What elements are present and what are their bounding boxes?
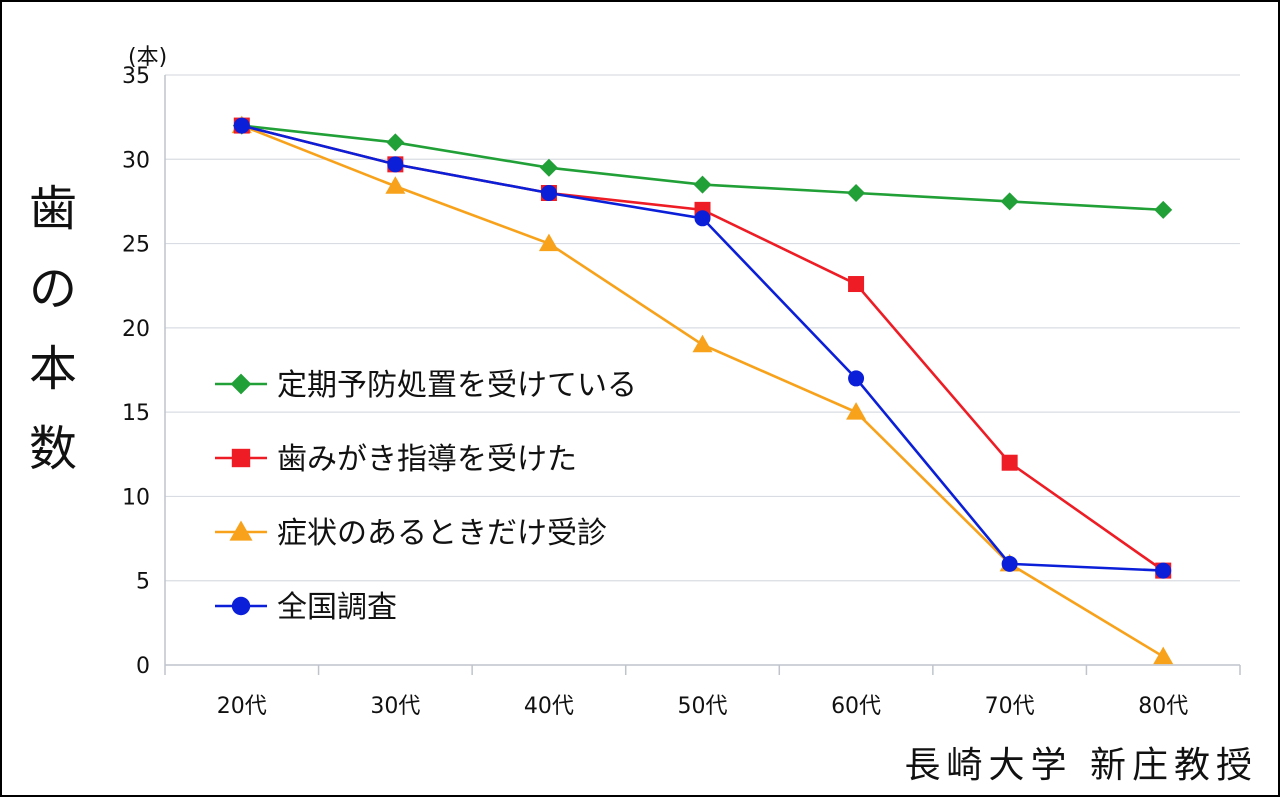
legend-label: 歯みがき指導を受けた [277,442,577,477]
axes: 0 5 10 15 20 25 30 35 20代 30代 40代 50代 60代 70代 80代 [122,64,1241,719]
data-point [1001,555,1018,572]
y-axis-label-char: 歯 [28,181,77,237]
y-tick-label: 5 [136,570,150,595]
series-line [241,124,1164,212]
data-point [387,156,404,173]
x-tick-label: 30代 [370,694,420,719]
data-point [1155,562,1172,579]
x-tick-label: 60代 [831,694,881,719]
legend-label: 症状のあるときだけ受診 [277,516,607,551]
y-axis-label-char: の [28,261,77,317]
data-point [848,370,865,387]
data-point [539,158,558,177]
data-point [693,175,712,194]
series-layer [231,115,1174,665]
grid-lines [165,74,1240,582]
legend-item: 全国調査 [215,590,397,625]
y-axis-label-char: 本 [28,341,77,397]
data-point [540,185,557,201]
data-point [386,133,405,152]
x-tick-label: 70代 [985,694,1035,719]
legend-label: 全国調査 [277,590,397,625]
series-0 [232,116,1173,219]
data-point [385,176,406,194]
data-point [538,233,559,252]
data-point [848,276,865,293]
data-point [1001,454,1018,471]
data-point [1153,646,1174,665]
data-point [694,210,711,227]
x-tick-label: 50代 [678,694,728,719]
x-tick-label: 20代 [217,694,267,719]
data-point [1000,192,1019,211]
y-unit-label: (本) [128,45,167,70]
legend-marker [230,373,252,395]
y-tick-label: 15 [122,401,150,426]
y-tick-label: 35 [122,64,150,89]
legend-item: 定期予防処置を受けている [215,368,637,403]
x-tick-label: 80代 [1138,694,1188,719]
legend-item: 歯みがき指導を受けた [215,442,577,477]
data-point [1154,200,1173,219]
y-tick-label: 25 [122,233,150,258]
data-point [692,334,713,353]
legend-label: 定期予防処置を受けている [277,368,637,403]
credit-text: 長崎大学 新庄教授 [904,745,1258,786]
series-3 [233,117,1172,579]
data-point [846,402,867,420]
legend-marker [231,596,251,616]
y-tick-label: 20 [122,317,150,342]
y-tick-label: 30 [122,148,150,173]
data-point [233,117,250,134]
x-tick-label: 40代 [524,694,574,719]
legend-item: 症状のあるときだけ受診 [215,516,607,551]
y-tick-label: 0 [136,654,150,679]
legend-marker [229,520,253,541]
y-tick-label: 10 [122,485,150,510]
data-point [847,184,866,202]
y-axis-label-char: 数 [28,421,77,477]
legend-marker [231,448,251,468]
